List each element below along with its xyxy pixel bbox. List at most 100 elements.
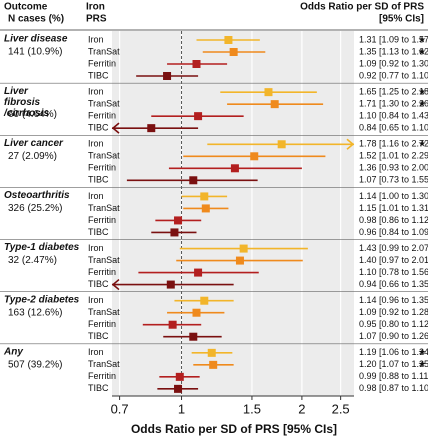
or-label: 1.15 [1.01 to 1.31] bbox=[359, 203, 428, 213]
prs-name: TranSat bbox=[88, 203, 120, 213]
prs-name: Ferritin bbox=[88, 163, 116, 173]
or-label: 1.10 [0.78 to 1.56] bbox=[359, 267, 428, 277]
prs-name: Ferritin bbox=[88, 267, 116, 277]
prs-name: TIBC bbox=[88, 227, 109, 237]
or-marker bbox=[163, 72, 172, 80]
or-marker bbox=[166, 280, 175, 289]
or-label: 1.40 [0.97 to 2.01] bbox=[359, 255, 428, 265]
prs-name: Ferritin bbox=[88, 215, 116, 225]
or-label: 0.96 [0.84 to 1.09] bbox=[359, 227, 428, 237]
or-marker bbox=[194, 268, 203, 277]
significance-mark: ★ bbox=[418, 99, 426, 109]
or-marker bbox=[277, 140, 286, 149]
or-marker bbox=[189, 176, 198, 185]
header-prs-bottom: PRS bbox=[86, 14, 107, 25]
prs-name: Ferritin bbox=[88, 371, 116, 381]
n-cases: 326 (25.2%) bbox=[8, 203, 62, 214]
significance-mark: ★ bbox=[418, 46, 426, 56]
prs-name: TIBC bbox=[88, 383, 109, 393]
prs-name: Iron bbox=[88, 295, 104, 305]
n-cases: 507 (39.2%) bbox=[8, 359, 62, 370]
or-label: 1.19 [1.06 to 1.34] bbox=[359, 347, 428, 357]
header-n-cases: N cases (%) bbox=[8, 14, 64, 25]
or-marker bbox=[200, 192, 209, 201]
outcome-line: fibrosis bbox=[4, 97, 41, 108]
or-marker bbox=[250, 152, 259, 161]
prs-name: Iron bbox=[88, 87, 104, 97]
or-marker bbox=[209, 360, 218, 369]
n-cases: 27 (2.09%) bbox=[8, 151, 57, 162]
or-label: 1.14 [0.96 to 1.35] bbox=[359, 295, 428, 305]
or-marker bbox=[192, 308, 201, 317]
outcome-name: Any bbox=[3, 346, 23, 357]
significance-mark: ★ bbox=[418, 359, 426, 369]
significance-mark: ★ bbox=[418, 87, 426, 97]
or-marker bbox=[201, 204, 210, 213]
prs-name: Ferritin bbox=[88, 58, 116, 68]
or-label: 1.07 [0.73 to 1.55] bbox=[359, 175, 428, 185]
outcome-name: Liver cancer bbox=[4, 138, 64, 149]
header-prs-top: Iron bbox=[86, 2, 105, 13]
prs-name: TIBC bbox=[88, 175, 109, 185]
or-label: 1.09 [0.92 to 1.30] bbox=[359, 58, 428, 68]
or-label: 0.95 [0.80 to 1.12] bbox=[359, 319, 428, 329]
plot-background bbox=[112, 31, 354, 396]
or-marker bbox=[229, 48, 238, 56]
or-marker bbox=[264, 88, 273, 97]
prs-name: Iron bbox=[88, 347, 104, 357]
prs-name: TIBC bbox=[88, 123, 109, 133]
outcome-line: Liver bbox=[4, 86, 29, 97]
prs-name: TIBC bbox=[88, 279, 109, 289]
or-label: 0.92 [0.77 to 1.10] bbox=[359, 70, 428, 80]
or-marker bbox=[207, 348, 216, 357]
or-label: 0.84 [0.65 to 1.10] bbox=[359, 123, 428, 133]
or-label: 1.31 [1.09 to 1.57] bbox=[359, 34, 428, 44]
n-cases: 32 (2.47%) bbox=[8, 255, 57, 266]
or-label: 1.36 [0.93 to 2.00] bbox=[359, 163, 428, 173]
or-marker bbox=[200, 296, 209, 305]
x-tick-label: 0.7 bbox=[111, 401, 129, 416]
prs-name: Iron bbox=[88, 243, 104, 253]
outcome-name: Type-2 diabetes bbox=[4, 294, 80, 305]
x-tick-label: 2.5 bbox=[332, 401, 350, 416]
prs-name: Iron bbox=[88, 34, 104, 44]
significance-mark: ★ bbox=[418, 34, 426, 44]
ci-arrow bbox=[346, 138, 355, 150]
or-marker bbox=[230, 164, 239, 173]
ci-arrow bbox=[111, 278, 120, 291]
or-marker bbox=[175, 372, 184, 381]
or-label: 1.20 [1.07 to 1.35] bbox=[359, 359, 428, 369]
header-outcome: Outcome bbox=[4, 2, 48, 13]
or-marker bbox=[239, 244, 248, 253]
prs-name: TranSat bbox=[88, 359, 120, 369]
or-marker bbox=[147, 124, 156, 133]
x-axis-label: Odds Ratio per SD of PRS [95% CIs] bbox=[131, 422, 337, 436]
outcome-name: Type-1 diabetes bbox=[4, 242, 80, 253]
or-label: 0.94 [0.66 to 1.35] bbox=[359, 279, 428, 289]
or-label: 0.98 [0.87 to 1.10] bbox=[359, 383, 428, 393]
or-label: 1.78 [1.16 to 2.72] bbox=[359, 139, 428, 149]
x-tick-label: 1.5 bbox=[243, 401, 261, 416]
or-label: 1.07 [0.90 to 1.26] bbox=[359, 331, 428, 341]
prs-name: Iron bbox=[88, 139, 104, 149]
prs-name: TranSat bbox=[88, 307, 120, 317]
outcome-name: Osteoarthritis bbox=[4, 190, 70, 201]
or-label: 1.35 [1.13 to 1.62] bbox=[359, 46, 428, 56]
prs-name: TranSat bbox=[88, 255, 120, 265]
or-label: 1.52 [1.01 to 2.29] bbox=[359, 151, 428, 161]
or-label: 1.09 [0.92 to 1.28] bbox=[359, 307, 428, 317]
or-marker bbox=[174, 216, 183, 225]
significance-mark: ★ bbox=[418, 139, 426, 149]
x-tick-label: 2 bbox=[298, 401, 305, 416]
or-marker bbox=[174, 384, 183, 393]
prs-name: TIBC bbox=[88, 70, 109, 80]
prs-name: Ferritin bbox=[88, 319, 116, 329]
or-label: 1.43 [0.99 to 2.07] bbox=[359, 243, 428, 253]
prs-name: TranSat bbox=[88, 151, 120, 161]
or-label: 1.14 [1.00 to 1.30] bbox=[359, 191, 428, 201]
n-cases: 60 (4.64%) bbox=[8, 109, 57, 120]
ci-arrow bbox=[111, 122, 120, 134]
prs-name: Iron bbox=[88, 191, 104, 201]
